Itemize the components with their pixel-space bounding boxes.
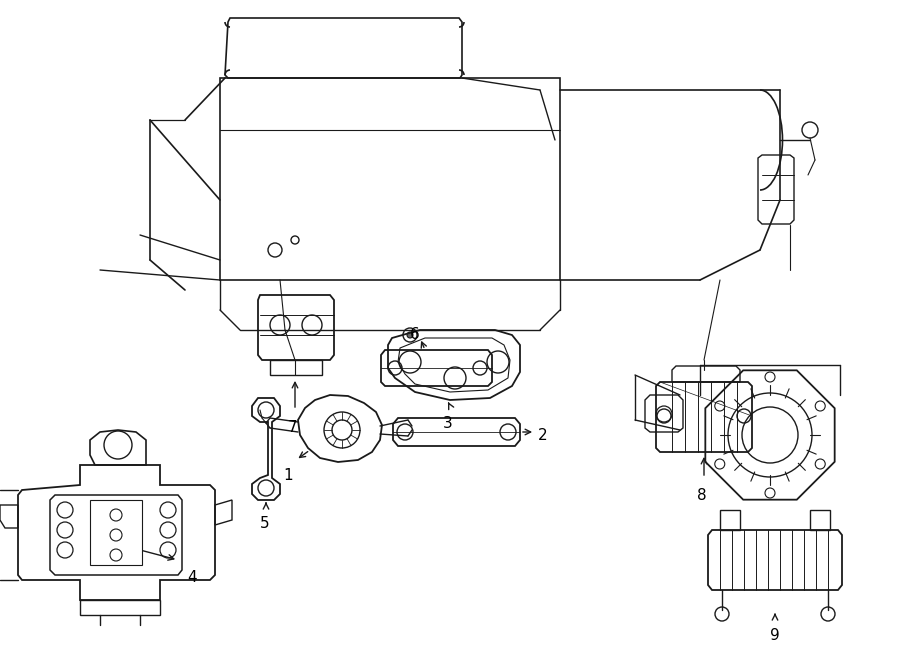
Text: 1: 1 bbox=[284, 468, 292, 483]
Circle shape bbox=[407, 332, 413, 338]
Text: 7: 7 bbox=[288, 420, 298, 435]
Text: 4: 4 bbox=[187, 570, 197, 585]
Text: 3: 3 bbox=[443, 416, 453, 431]
Text: 8: 8 bbox=[698, 488, 706, 503]
Text: 5: 5 bbox=[260, 516, 270, 531]
Text: 9: 9 bbox=[770, 628, 780, 643]
Text: 6: 6 bbox=[410, 327, 420, 342]
Text: 2: 2 bbox=[538, 428, 548, 443]
